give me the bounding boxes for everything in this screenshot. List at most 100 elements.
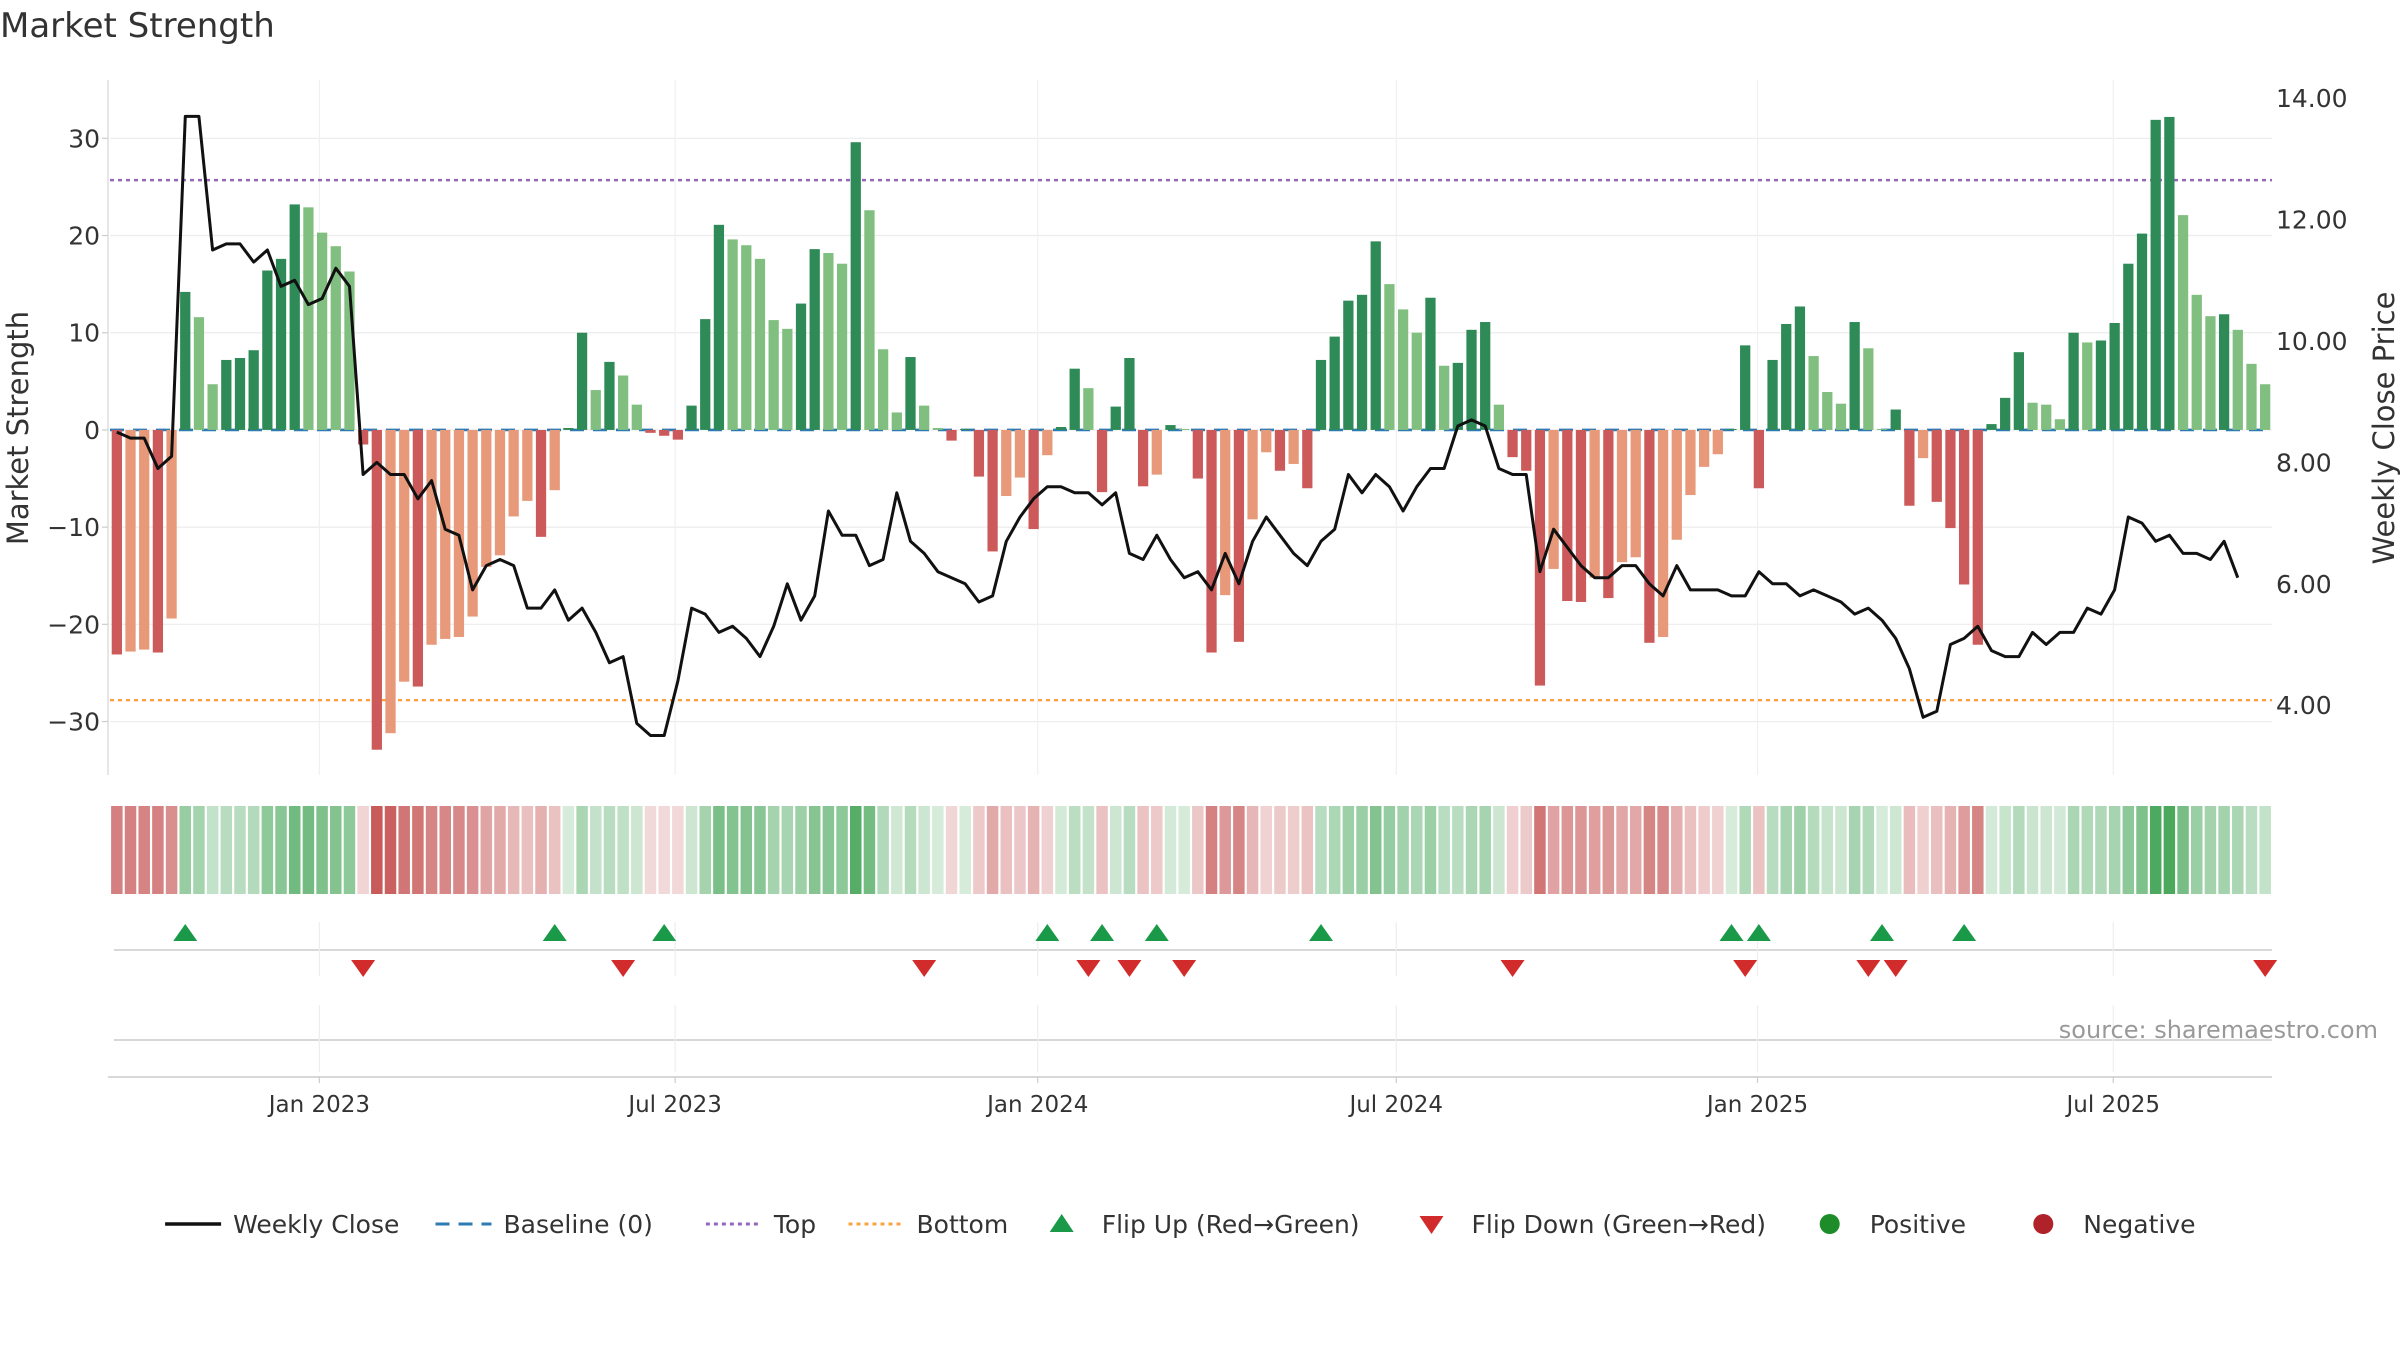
band-cell [945,806,958,894]
left-axis-ticks: 30 20 10 0 −10 −20 −30 [47,124,108,737]
band-cell [1575,806,1587,894]
legend-label: Weekly Close [233,1210,399,1239]
band-cell [672,806,684,894]
band-cell [2136,806,2148,894]
band-cell [371,806,383,894]
strength-bar [1397,309,1409,430]
strength-bar [1028,429,1039,530]
band-cell [1712,806,1724,894]
band-cell [603,806,616,894]
legend-item: Flip Down (Green→Red) [1419,1210,1767,1239]
band-cell [1041,806,1054,894]
legend: Weekly Close Baseline (0) Top Bottom Flip Up… [165,1210,2196,1239]
band-cell [1151,806,1163,894]
band-cell [548,806,561,894]
strength-bar [2260,384,2271,430]
legend-item: Baseline (0) [435,1210,653,1239]
strength-bar [303,207,314,430]
band-cell [1889,806,1902,894]
band-cell [1534,806,1546,894]
band-cell [1328,806,1341,894]
band-cell [1985,806,1998,894]
band-cell [1096,806,1108,894]
strength-bar [1849,322,1860,430]
strength-bar [1644,429,1655,643]
strength-bar [193,317,205,430]
band-cell [1493,806,1505,894]
band-cell [1698,806,1710,894]
strength-bar [1767,359,1778,430]
strength-bar [111,429,122,655]
strength-bar [1001,429,1012,497]
band-cell [1411,806,1423,894]
legend-label: Negative [2083,1210,2195,1239]
y-tick-label: −10 [47,513,100,542]
strength-bar [385,429,396,734]
band-cell [1903,806,1916,894]
strength-bar [1069,368,1080,430]
band-cell [1342,806,1355,894]
x-tick-label: Jul 2024 [1347,1092,1443,1118]
band-cell [357,806,369,894]
band-cell [2013,806,2025,894]
strength-bar [618,375,629,430]
band-cell [111,806,123,894]
weekly-close-series [116,114,2240,737]
strength-bar [1083,388,1094,430]
legend-swatch [1819,1214,1840,1234]
strength-bar [2123,263,2134,430]
band-cell [2081,806,2094,894]
y2-axis-label: Weekly Close Price [2367,292,2400,565]
strength-bar [1343,300,1354,430]
legend-item: Flip Up (Red→Green) [1049,1210,1360,1239]
legend-item: Bottom [848,1210,1008,1239]
band-cell [425,806,438,894]
strength-bar [1986,424,1997,430]
band-cell [521,806,534,894]
band-cell [590,806,602,894]
band-cell [2054,806,2066,894]
band-cell [699,806,711,894]
band-cell [1972,806,1984,894]
strength-bar [1452,362,1463,430]
strength-bar [2246,363,2257,430]
band-cell [466,806,479,894]
band-cell [1137,806,1149,894]
strength-bar [1521,429,1532,471]
band-cell [1109,806,1122,894]
band-cell [2067,806,2080,894]
strength-bar [1562,429,1573,602]
strength-bar [2177,215,2189,430]
flip-up-marker [1090,924,1115,941]
band-cell [863,806,876,894]
band-cell [1027,806,1040,894]
flip-down-marker [1733,960,1758,977]
strength-bar [836,263,848,430]
strength-bar [1370,241,1381,430]
band-cell [713,806,725,894]
band-cell [1725,806,1738,894]
y-tick-label: −30 [47,708,100,737]
band-cell [1766,806,1779,894]
flip-up-marker [1870,924,1895,941]
band-cell [152,806,164,894]
band-cell [767,806,780,894]
band-cell [1246,806,1259,894]
band-cell [959,806,971,894]
strength-bar [973,429,985,477]
legend-label: Positive [1870,1210,1966,1239]
band-cell [261,806,274,894]
strength-bar [139,429,150,650]
x-tick-label: Jan 2023 [267,1092,370,1118]
flip-down-marker [1076,960,1101,977]
strength-bar [1876,428,1888,430]
strength-bar [1808,356,1819,430]
band-cell [850,806,862,894]
y-tick-label: −20 [47,610,100,639]
strength-bar [1931,429,1942,502]
strength-bar [2041,404,2052,430]
band-cell [836,806,848,894]
band-cell [1794,806,1806,894]
legend-label: Flip Down (Green→Red) [1472,1210,1767,1239]
